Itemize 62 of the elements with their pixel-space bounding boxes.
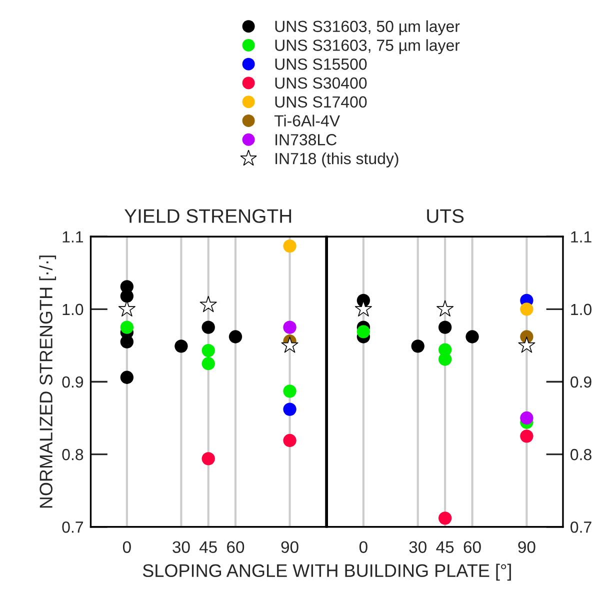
- point: [436, 300, 454, 316]
- point: [283, 320, 296, 334]
- point: [356, 325, 370, 338]
- y-tick-label: 0.7: [570, 522, 592, 533]
- x-tick-label: 45: [436, 541, 454, 553]
- y-tick-label: 0.8: [62, 448, 84, 460]
- legend-label: UNS S17400: [275, 96, 367, 108]
- x-tick-label: 30: [172, 541, 190, 553]
- point: [202, 344, 215, 358]
- point: [120, 370, 134, 384]
- point: [438, 512, 452, 525]
- y-tick-label: 0.7: [62, 522, 83, 533]
- x-tick-label: 60: [464, 541, 481, 553]
- y-tick-label: 1.1: [62, 231, 84, 242]
- point: [283, 434, 296, 448]
- y-axis-title: NORMALIZED STRENGTH [·/·]: [39, 256, 56, 508]
- y-tick-label: 1.1: [571, 231, 592, 242]
- legend-label: UNS S30400: [275, 77, 367, 89]
- point: [281, 336, 298, 353]
- point: [202, 452, 215, 466]
- legend-label: UNS S31603, 50 µm layer: [275, 20, 460, 36]
- point: [411, 340, 424, 353]
- point: [520, 302, 534, 316]
- point: [283, 402, 296, 416]
- x-tick-label: 0: [122, 541, 131, 553]
- x-tick-label: 45: [199, 541, 217, 553]
- y-tick-label: 1.0: [62, 304, 84, 316]
- legend-label: Ti-6Al-4V: [274, 114, 340, 126]
- point: [120, 320, 134, 334]
- point: [118, 300, 136, 316]
- point: [438, 352, 452, 366]
- y-tick-label: 0.9: [570, 376, 592, 388]
- x-tick-label: 0: [359, 541, 368, 553]
- point: [438, 320, 452, 334]
- x-tick-label: 30: [409, 541, 426, 553]
- x-axis-title: SLOPING ANGLE WITH BUILDING PLATE [°]: [142, 564, 511, 581]
- chart-title: UTS: [427, 209, 464, 223]
- legend-label: UNS S15500: [275, 58, 367, 70]
- y-tick-label: 1.0: [571, 304, 592, 316]
- point: [283, 384, 296, 398]
- x-tick-label: 90: [281, 541, 298, 553]
- point: [520, 430, 534, 443]
- point: [283, 239, 296, 253]
- y-tick-label: 0.9: [62, 376, 84, 388]
- point: [228, 330, 242, 344]
- point: [466, 330, 479, 344]
- point: [120, 335, 134, 348]
- point: [354, 300, 372, 316]
- legend-label: IN738LC: [276, 134, 337, 146]
- x-tick-label: 90: [518, 541, 536, 553]
- point: [202, 357, 215, 370]
- legend-label: UNS S31603, 75 µm layer: [275, 39, 460, 54]
- point: [520, 411, 534, 425]
- point: [202, 320, 215, 334]
- point: [174, 340, 188, 353]
- x-tick-label: 60: [227, 541, 244, 553]
- point: [518, 336, 536, 353]
- legend-label: IN718 (this study): [276, 152, 398, 168]
- point: [120, 290, 134, 303]
- chart-title: YIELD STRENGTH: [124, 209, 292, 223]
- y-tick-label: 0.8: [570, 448, 592, 460]
- point: [200, 296, 217, 312]
